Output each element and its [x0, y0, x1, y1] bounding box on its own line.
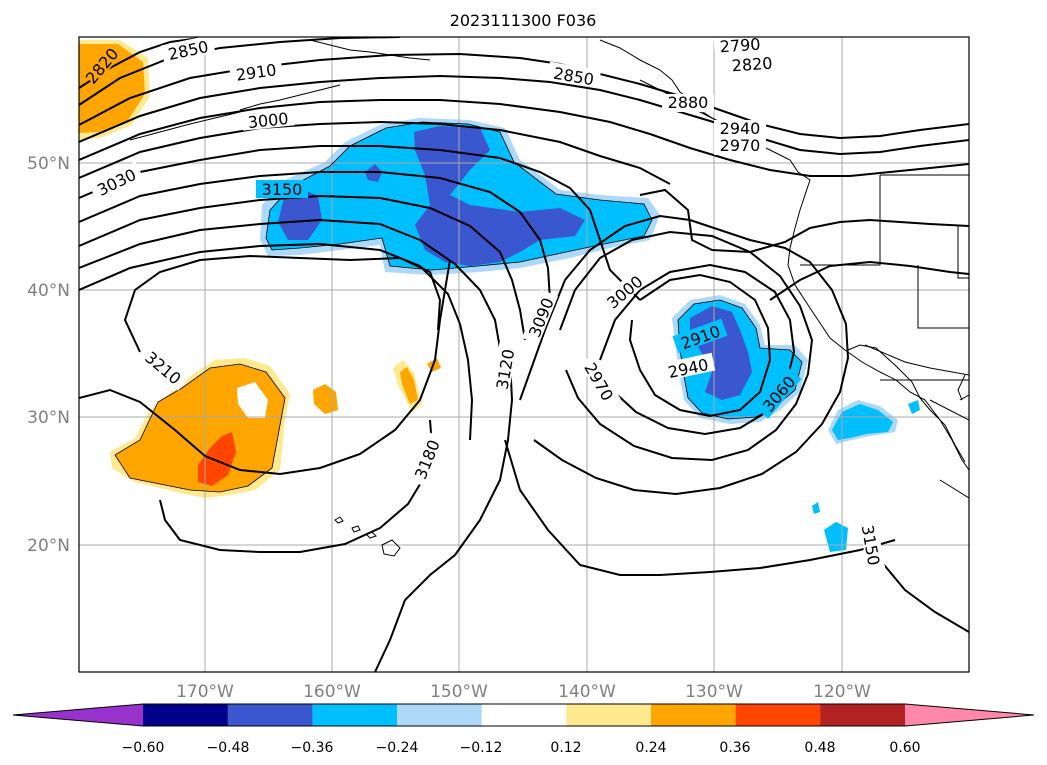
colorbar-segment [481, 704, 567, 726]
lat-label-20n: 20°N [27, 536, 70, 556]
colorbar-tick-label: −0.60 [122, 740, 165, 756]
colorbar-segment [143, 704, 229, 726]
map-plot-area: 2820 2850 2910 3000 3030 3150 3210 3180 … [79, 35, 969, 672]
contour-label: 2790 [719, 35, 761, 57]
colorbar-tick-label: 0.48 [804, 740, 835, 756]
lon-label-130w: 130°W [685, 682, 743, 702]
colorbar-segment [312, 704, 398, 726]
colorbar-segment [820, 704, 906, 726]
lon-label-170w: 170°W [176, 682, 234, 702]
colorbar-tick-label: −0.12 [460, 740, 503, 756]
lat-label-50n: 50°N [27, 154, 70, 174]
contour-label: 2820 [731, 54, 773, 76]
lon-label-120w: 120°W [813, 682, 871, 702]
colorbar-segment [566, 704, 652, 726]
lat-label-30n: 30°N [27, 408, 70, 428]
lat-label-40n: 40°N [27, 281, 70, 301]
colorbar-tick-label: −0.36 [291, 740, 334, 756]
contour-label: 3150 [262, 180, 303, 199]
colorbar-tick-label: 0.60 [889, 740, 920, 756]
shading-outlines [114, 121, 803, 493]
colorbar-labels: −0.60 −0.48 −0.36 −0.24 −0.12 0.12 0.24 … [122, 740, 921, 756]
lon-label-150w: 150°W [430, 682, 488, 702]
colorbar-tick-label: 0.24 [635, 740, 666, 756]
map-frame [78, 36, 970, 673]
colorbar-extend-min [13, 704, 143, 726]
colorbar-segment [651, 704, 737, 726]
colorbar-tick-label: 0.36 [719, 740, 750, 756]
colorbar-outline [12, 703, 1035, 727]
colorbar-tick-label: −0.48 [207, 740, 250, 756]
colorbar-extend-max [905, 704, 1034, 726]
colorbar [12, 703, 1035, 727]
colorbar-segment [397, 704, 483, 726]
colorbar-segment [227, 704, 313, 726]
colorbar-tick-label: −0.24 [376, 740, 419, 756]
lon-label-160w: 160°W [303, 682, 361, 702]
longitude-labels: 170°W 160°W 150°W 140°W 130°W 120°W [176, 682, 871, 702]
latitude-labels: 50°N 40°N 30°N 20°N [27, 154, 70, 556]
lon-label-140w: 140°W [558, 682, 616, 702]
contour-label: 2880 [668, 93, 709, 112]
contour-label: 2940 [720, 119, 761, 138]
colorbar-segment [735, 704, 821, 726]
colorbar-tick-label: 0.12 [550, 740, 581, 756]
map-title: 2023111300 F036 [450, 11, 597, 30]
contour-label: 3000 [247, 109, 289, 132]
contour-label: 2970 [720, 136, 761, 155]
